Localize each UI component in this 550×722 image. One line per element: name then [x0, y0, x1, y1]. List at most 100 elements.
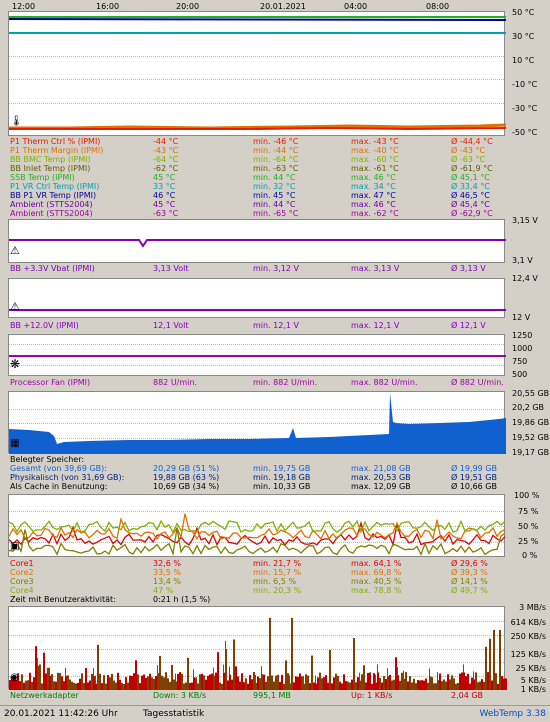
- network-bar: [97, 644, 99, 690]
- network-bar: [273, 681, 275, 690]
- temp-y-label: -10 °C: [512, 80, 538, 89]
- fan-line: [9, 355, 506, 357]
- network-bar: [31, 681, 33, 690]
- time-label: 04:00: [344, 2, 368, 11]
- net-y-label: 5 KB/s: [520, 676, 546, 685]
- network-bar: [139, 683, 141, 690]
- thermometer-icon: 🌡: [10, 116, 23, 127]
- legend-row: P1 VR Ctrl Temp (IPMI) 33 °C min. 32 °C max…: [10, 182, 490, 191]
- network-bar: [145, 678, 147, 690]
- network-bar: [83, 683, 85, 690]
- network-bar: [73, 682, 75, 690]
- network-bar: [393, 679, 395, 690]
- network-bar: [297, 677, 299, 690]
- network-bar: [341, 683, 343, 690]
- network-bar-down: [213, 667, 214, 676]
- network-bar: [101, 683, 103, 690]
- network-bar: [137, 674, 139, 690]
- mem-y-label: 20,55 GB: [512, 389, 550, 398]
- network-bar: [323, 677, 325, 690]
- network-bar: [405, 672, 407, 690]
- legend-row: BB BMC Temp (IPMI) -64 °C min. -64 °C max. …: [10, 155, 486, 164]
- network-bar: [281, 674, 283, 690]
- network-bar: [305, 674, 307, 690]
- network-bar: [247, 683, 249, 690]
- cpu-series-line: [8, 519, 506, 534]
- network-bar: [131, 676, 133, 690]
- network-bar: [161, 675, 163, 690]
- stats-link[interactable]: Tagesstatistik: [143, 709, 205, 719]
- network-bar: [429, 676, 431, 690]
- network-bar: [295, 676, 297, 690]
- network-bar: [313, 682, 315, 690]
- net-y-label: 1 KB/s: [520, 685, 546, 694]
- network-bar: [389, 674, 391, 690]
- network-bar: [259, 678, 261, 690]
- network-bar: [291, 618, 293, 690]
- network-bar: [257, 676, 259, 690]
- network-bar: [65, 675, 67, 690]
- temp-y-label: -50 °C: [512, 128, 538, 137]
- vbat-row: BB +3.3V Vbat (IPMI) 3,13 Volt min. 3,12…: [10, 264, 486, 273]
- network-bar: [457, 683, 459, 690]
- network-bar: [53, 681, 55, 690]
- network-bar: [235, 666, 237, 690]
- v12-row: BB +12.0V (IPMI) 12,1 Volt min. 12,1 V m…: [10, 321, 486, 330]
- network-bar: [231, 679, 233, 690]
- network-bar: [347, 681, 349, 690]
- vbat-graph: [8, 219, 506, 263]
- network-bar: [427, 682, 429, 690]
- network-bar: [223, 672, 225, 690]
- network-bar: [233, 639, 235, 690]
- network-bar: [13, 679, 15, 690]
- network-bar: [343, 674, 345, 690]
- network-bar: [17, 673, 19, 690]
- network-bar: [225, 648, 227, 690]
- legend-row: Physikalisch (von 31,69 GB): 19,88 GB (63…: [10, 473, 497, 482]
- temp-y-label: 50 °C: [512, 8, 535, 17]
- network-bar: [395, 657, 397, 690]
- network-bar: [359, 680, 361, 690]
- network-bar: [437, 680, 439, 690]
- fan-y-label: 1250: [512, 331, 533, 340]
- network-bar: [335, 673, 337, 690]
- network-bar: [479, 681, 481, 690]
- network-bar: [489, 638, 491, 690]
- network-bar: [285, 660, 287, 690]
- network-bar: [491, 680, 493, 690]
- network-bar-down: [37, 657, 38, 666]
- network-bar: [251, 679, 253, 690]
- network-bar: [495, 673, 497, 690]
- network-bar: [425, 678, 427, 690]
- v12-line: [9, 309, 506, 311]
- network-bar: [199, 674, 201, 690]
- network-bar: [33, 677, 35, 690]
- app-name-link[interactable]: WebTemp 3.38: [479, 709, 546, 719]
- cpu-chip-icon: ▣: [10, 541, 20, 552]
- network-bar: [169, 681, 171, 690]
- warning-icon: ⚠: [10, 244, 20, 257]
- network-bar: [373, 673, 375, 690]
- network-bar: [43, 652, 45, 690]
- network-row: Netzwerkadapter Down: 3 KB/s 995,1 MB Up…: [10, 691, 484, 700]
- network-bar: [431, 677, 433, 690]
- network-bar: [303, 683, 305, 690]
- network-bar: [177, 673, 179, 690]
- network-bar: [473, 679, 475, 690]
- net-y-label: 3 MB/s: [519, 603, 546, 612]
- network-bar: [27, 680, 29, 690]
- network-bar: [21, 674, 23, 690]
- temperature-lines: [8, 16, 507, 131]
- memory-chip-icon: ▦: [10, 438, 20, 449]
- network-bar-down: [175, 673, 176, 682]
- mem-y-label: 19,17 GB: [512, 448, 550, 457]
- network-bar-down: [359, 672, 360, 681]
- legend-row: SSB Temp (IPMI) 45 °C min. 44 °C max. 46 °C…: [10, 173, 490, 182]
- network-bar: [255, 682, 257, 690]
- v12-y-label: 12,4 V: [512, 274, 538, 283]
- network-bar: [311, 655, 313, 690]
- network-bar: [117, 672, 119, 690]
- cpu-y-label: 100 %: [514, 491, 540, 500]
- network-bar: [505, 678, 507, 690]
- network-bar: [483, 682, 485, 690]
